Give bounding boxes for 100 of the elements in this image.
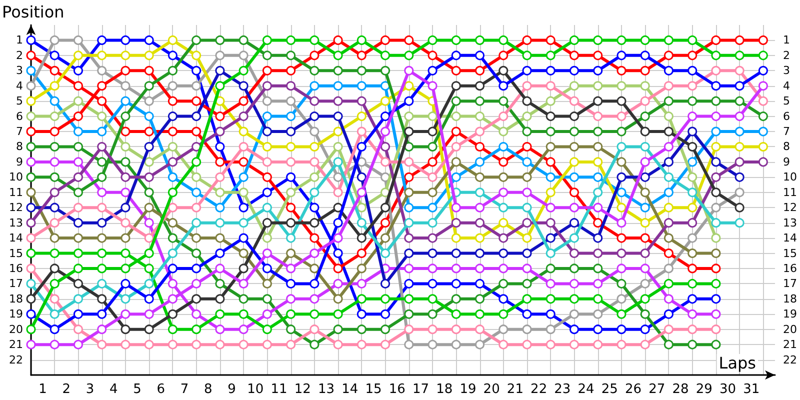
point: [97, 202, 107, 212]
point: [498, 66, 508, 76]
point: [593, 233, 603, 243]
point: [593, 96, 603, 106]
point: [734, 218, 744, 228]
point: [192, 81, 202, 91]
point: [546, 66, 556, 76]
point: [475, 81, 485, 91]
point: [616, 66, 626, 76]
point: [356, 202, 366, 212]
point: [50, 340, 60, 350]
point: [73, 81, 83, 91]
point: [522, 112, 532, 122]
point: [640, 188, 650, 198]
point: [97, 126, 107, 136]
point: [50, 188, 60, 198]
point: [310, 172, 320, 182]
point: [26, 233, 36, 243]
point: [310, 248, 320, 258]
x-tick-label: 24: [578, 382, 594, 397]
point: [356, 172, 366, 182]
point: [26, 218, 36, 228]
point: [451, 248, 461, 258]
point: [428, 233, 438, 243]
point: [97, 233, 107, 243]
point: [97, 81, 107, 91]
point: [97, 66, 107, 76]
point: [26, 50, 36, 60]
point: [688, 96, 698, 106]
point: [404, 188, 414, 198]
point: [262, 340, 272, 350]
point: [616, 142, 626, 152]
point: [168, 202, 178, 212]
point: [238, 81, 248, 91]
point: [120, 66, 130, 76]
point: [734, 126, 744, 136]
point: [404, 233, 414, 243]
point: [640, 157, 650, 167]
point: [593, 50, 603, 60]
point: [498, 188, 508, 198]
point: [192, 112, 202, 122]
point: [428, 264, 438, 274]
point: [451, 172, 461, 182]
point: [262, 218, 272, 228]
point: [262, 66, 272, 76]
point: [333, 66, 343, 76]
point: [50, 248, 60, 258]
point: [192, 126, 202, 136]
point: [192, 157, 202, 167]
point: [428, 66, 438, 76]
point: [380, 278, 390, 288]
x-tick-label: 15: [365, 382, 382, 397]
point: [498, 50, 508, 60]
point: [356, 50, 366, 60]
y2-tick-label: 2: [783, 48, 790, 62]
point: [238, 96, 248, 106]
x-tick-label: 25: [601, 382, 618, 397]
point: [688, 66, 698, 76]
point: [734, 66, 744, 76]
point: [451, 324, 461, 334]
point: [215, 81, 225, 91]
point: [310, 126, 320, 136]
point: [73, 50, 83, 60]
point: [380, 50, 390, 60]
y-tick-label: 10: [9, 170, 23, 184]
point: [238, 264, 248, 274]
point: [144, 172, 154, 182]
point: [333, 35, 343, 45]
point: [688, 202, 698, 212]
y-tick-label: 14: [9, 232, 23, 245]
point: [640, 309, 650, 319]
point: [380, 324, 390, 334]
point: [333, 81, 343, 91]
point: [522, 35, 532, 45]
point: [262, 324, 272, 334]
y2-tick-label: 10: [783, 170, 798, 184]
point: [168, 340, 178, 350]
point: [238, 278, 248, 288]
point: [73, 142, 83, 152]
point: [640, 324, 650, 334]
point: [570, 96, 579, 106]
point: [144, 188, 154, 198]
point: [451, 126, 461, 136]
point: [120, 96, 130, 106]
point: [734, 188, 744, 198]
point: [475, 294, 485, 304]
y2-tick-label: 14: [783, 232, 798, 245]
point: [144, 81, 154, 91]
point: [404, 324, 414, 334]
point: [498, 157, 508, 167]
point: [522, 324, 532, 334]
point: [522, 340, 532, 350]
point: [356, 126, 366, 136]
x-tick-label: 16: [388, 382, 406, 397]
point: [570, 218, 579, 228]
point: [192, 309, 202, 319]
point: [192, 202, 202, 212]
point: [380, 157, 390, 167]
point: [451, 96, 461, 106]
point: [498, 202, 508, 212]
